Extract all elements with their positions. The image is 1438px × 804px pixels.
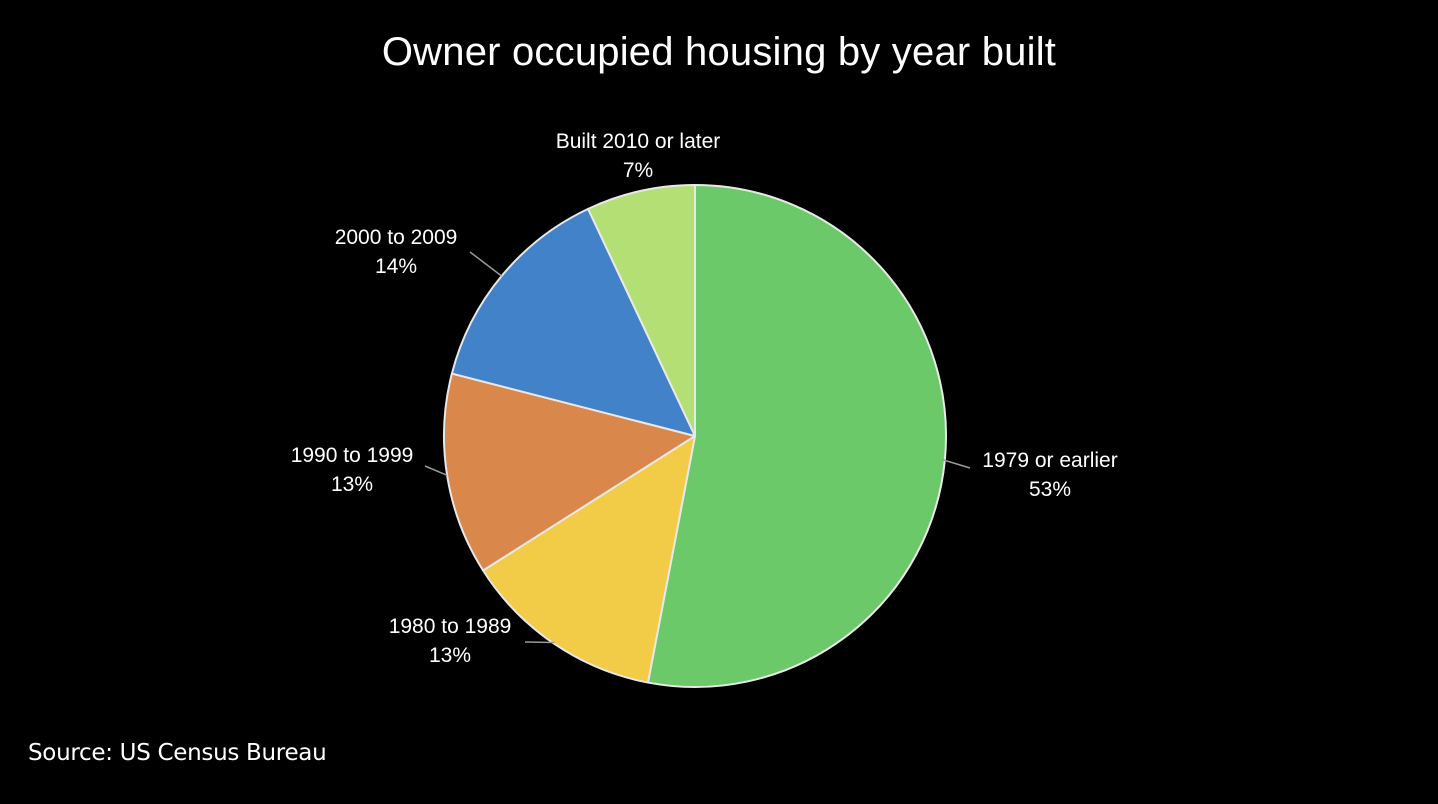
leader-line-4 xyxy=(469,251,503,277)
pie-slices xyxy=(443,184,947,688)
slice-category-label-5: Built 2010 or later xyxy=(556,130,721,153)
pie-slice-4 xyxy=(450,207,696,437)
pie-slice-5 xyxy=(587,184,696,437)
source-note: Source: US Census Bureau xyxy=(28,740,327,766)
slice-value-label-3: 13% xyxy=(331,473,373,496)
leader-line-1 xyxy=(940,458,971,469)
slice-category-label-4: 2000 to 2009 xyxy=(335,226,458,249)
slice-value-label-1: 53% xyxy=(1029,478,1071,501)
slice-category-label-2: 1980 to 1989 xyxy=(389,615,512,638)
pie-slice-3 xyxy=(443,372,696,572)
slice-value-label-4: 14% xyxy=(375,255,417,278)
pie-slice-2 xyxy=(482,435,696,684)
slice-category-label-1: 1979 or earlier xyxy=(982,449,1117,472)
pie-labels: 1979 or earlier 53% 1980 to 1989 13% 1990 to… xyxy=(291,130,1118,667)
slice-value-label-2: 13% xyxy=(429,644,471,667)
chart-title: Owner occupied housing by year built xyxy=(381,30,1057,74)
leader-line-2 xyxy=(524,641,555,644)
slice-value-label-5: 7% xyxy=(623,159,653,182)
slice-category-label-3: 1990 to 1999 xyxy=(291,444,414,467)
leader-line-3 xyxy=(424,465,448,476)
